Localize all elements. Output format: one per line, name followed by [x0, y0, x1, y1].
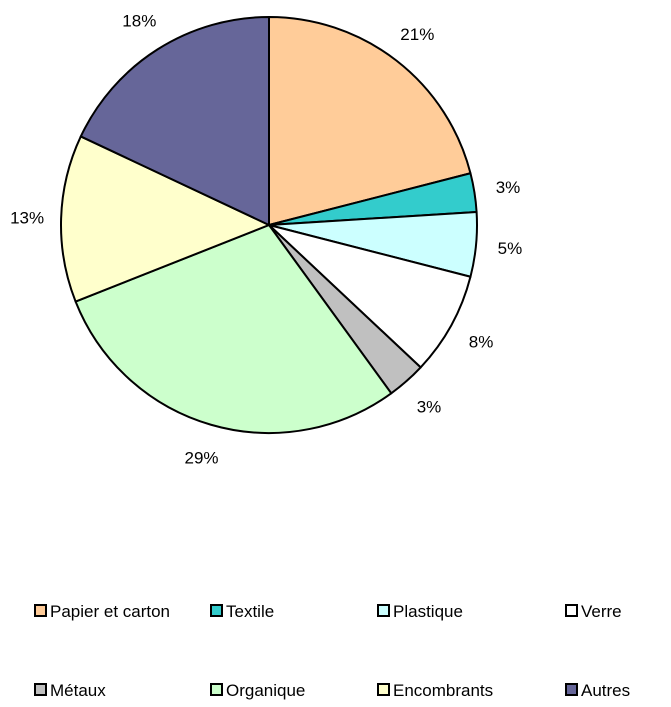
- legend-item-metaux: Métaux: [34, 681, 106, 700]
- legend-label-papier-et-carton: Papier et carton: [50, 602, 170, 621]
- data-label-organique: 29%: [184, 448, 218, 467]
- legend-label-textile: Textile: [226, 602, 274, 621]
- pie-slice-organique: [74, 224, 393, 435]
- legend-label-metaux: Métaux: [50, 681, 106, 700]
- legend-swatch-plastique: [377, 604, 390, 617]
- data-label-verre: 8%: [469, 333, 494, 352]
- pie-slice-encombrants: [60, 135, 270, 303]
- legend-item-plastique: Plastique: [377, 602, 463, 621]
- legend-label-autres: Autres: [581, 681, 630, 700]
- legend-swatch-metaux: [34, 683, 47, 696]
- legend-swatch-verre: [565, 604, 578, 617]
- legend: Papier et carton Textile Plastique Verre Mét…: [34, 602, 630, 700]
- pie-slice-papier-et-carton: [268, 16, 472, 226]
- legend-swatch-organique: [210, 683, 223, 696]
- legend-label-verre: Verre: [581, 602, 622, 621]
- legend-item-organique: Organique: [210, 681, 305, 700]
- legend-swatch-papier-et-carton: [34, 604, 47, 617]
- legend-label-encombrants: Encombrants: [393, 681, 493, 700]
- data-label-metaux: 3%: [417, 398, 442, 417]
- data-label-encombrants: 13%: [10, 208, 44, 227]
- pie-labels: 21% 3% 5% 8% 3% 29% 13% 18%: [10, 12, 522, 468]
- legend-item-papier-et-carton: Papier et carton: [34, 602, 170, 621]
- legend-item-encombrants: Encombrants: [377, 681, 493, 700]
- pie-slice-autres: [79, 16, 270, 226]
- legend-item-autres: Autres: [565, 681, 630, 700]
- data-label-plastique: 5%: [498, 239, 523, 258]
- legend-swatch-textile: [210, 604, 223, 617]
- pie-slices: [60, 16, 478, 435]
- data-label-papier-et-carton: 21%: [400, 25, 434, 44]
- data-label-textile: 3%: [496, 178, 521, 197]
- legend-swatch-autres: [565, 683, 578, 696]
- legend-item-textile: Textile: [210, 602, 274, 621]
- legend-label-organique: Organique: [226, 681, 305, 700]
- legend-label-plastique: Plastique: [393, 602, 463, 621]
- data-label-autres: 18%: [122, 12, 156, 31]
- legend-item-verre: Verre: [565, 602, 622, 621]
- legend-swatch-encombrants: [377, 683, 390, 696]
- pie-slice-verre: [268, 224, 472, 369]
